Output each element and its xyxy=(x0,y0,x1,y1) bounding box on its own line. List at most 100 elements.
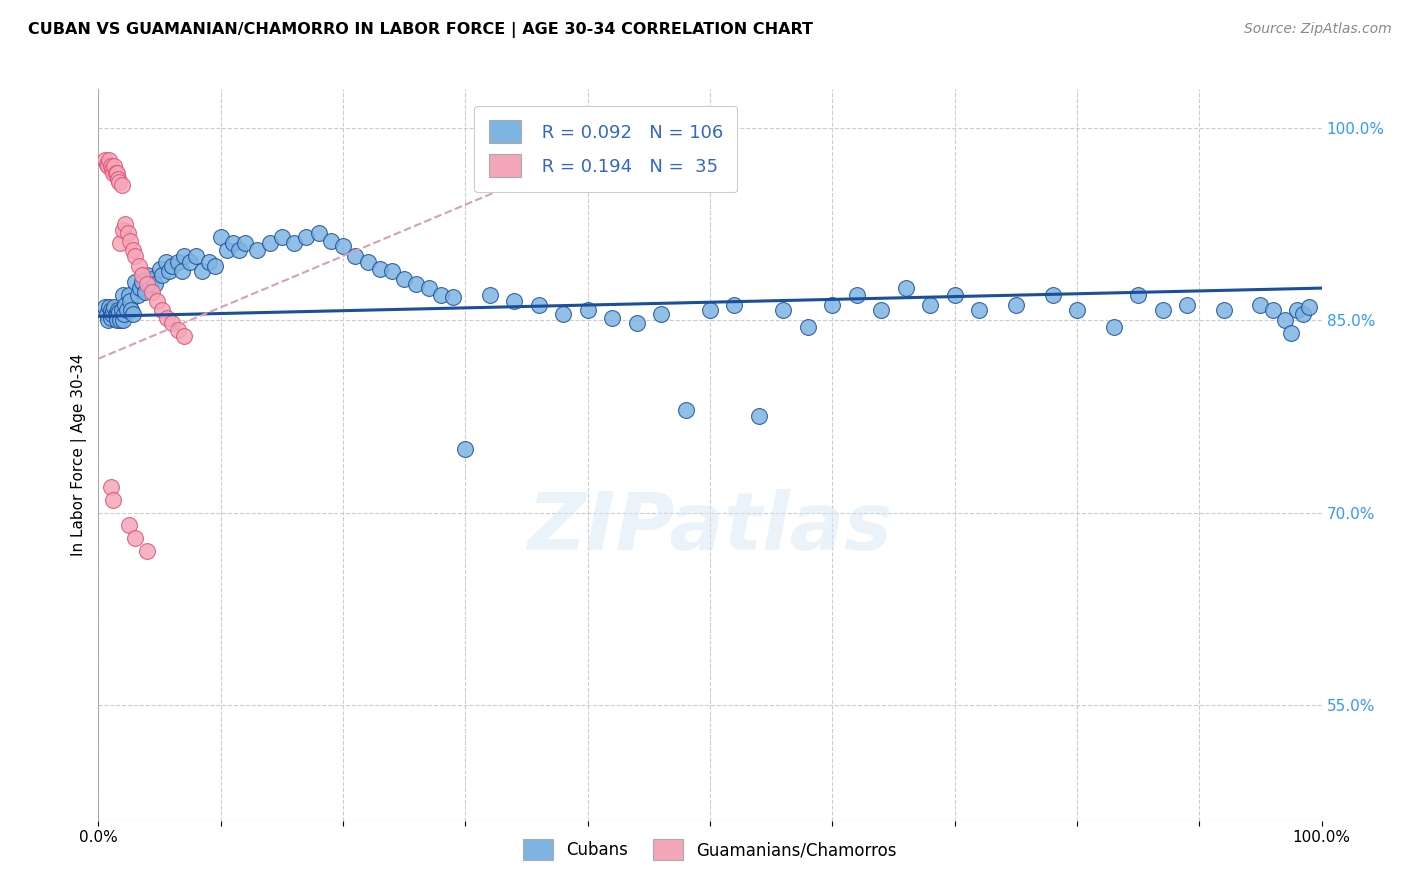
Point xyxy=(105,313,128,327)
Point xyxy=(136,277,159,292)
Point xyxy=(128,260,150,274)
Point xyxy=(103,301,125,315)
Point xyxy=(101,492,124,507)
Point xyxy=(157,264,180,278)
Point xyxy=(270,229,294,244)
Point xyxy=(1004,298,1026,312)
Point xyxy=(101,307,124,321)
Point xyxy=(392,272,416,286)
Point xyxy=(650,307,672,321)
Point xyxy=(527,298,550,312)
Point xyxy=(104,307,127,321)
Point xyxy=(441,290,464,304)
Point xyxy=(967,302,990,317)
Point xyxy=(1279,326,1302,340)
Point xyxy=(146,293,169,308)
Point xyxy=(356,255,378,269)
Point xyxy=(943,287,966,301)
Point xyxy=(553,307,575,321)
Point xyxy=(96,156,118,170)
Point xyxy=(111,313,134,327)
Point xyxy=(150,302,173,317)
Point xyxy=(114,217,136,231)
Point xyxy=(870,302,893,317)
Y-axis label: In Labor Force | Age 30-34: In Labor Force | Age 30-34 xyxy=(72,353,87,557)
Point xyxy=(111,302,134,317)
Point xyxy=(626,316,648,330)
Point xyxy=(124,249,146,263)
Point xyxy=(283,236,305,251)
Point xyxy=(204,260,226,274)
Point xyxy=(141,285,163,299)
Point xyxy=(675,403,697,417)
Point xyxy=(1286,302,1309,317)
Point xyxy=(173,249,195,263)
Point xyxy=(124,275,146,289)
Point xyxy=(478,287,501,301)
Point xyxy=(600,310,623,325)
Point xyxy=(112,307,135,321)
Point xyxy=(920,298,942,312)
Point xyxy=(368,261,391,276)
Point xyxy=(107,302,129,317)
Point xyxy=(120,234,142,248)
Text: ZIPatlas: ZIPatlas xyxy=(527,489,893,567)
Point xyxy=(1066,302,1088,317)
Point xyxy=(108,175,131,189)
Point xyxy=(1298,301,1320,315)
Point xyxy=(405,277,427,292)
Point xyxy=(191,264,214,278)
Point xyxy=(576,302,599,317)
Point xyxy=(108,305,131,319)
Point xyxy=(1128,287,1150,301)
Point xyxy=(111,287,134,301)
Point xyxy=(141,272,163,286)
Point xyxy=(160,316,183,330)
Point xyxy=(110,313,132,327)
Point xyxy=(845,287,868,301)
Point xyxy=(104,166,127,180)
Point xyxy=(503,293,526,308)
Point xyxy=(319,234,342,248)
Point xyxy=(110,236,132,251)
Point xyxy=(97,159,120,173)
Text: CUBAN VS GUAMANIAN/CHAMORRO IN LABOR FORCE | AGE 30-34 CORRELATION CHART: CUBAN VS GUAMANIAN/CHAMORRO IN LABOR FOR… xyxy=(28,22,813,38)
Point xyxy=(143,277,166,292)
Point xyxy=(149,261,172,276)
Point xyxy=(100,302,122,317)
Point xyxy=(134,285,156,299)
Point xyxy=(748,409,770,424)
Point xyxy=(129,281,152,295)
Point xyxy=(101,304,124,318)
Point xyxy=(111,178,134,193)
Point xyxy=(124,532,146,546)
Point xyxy=(186,249,208,263)
Point xyxy=(246,243,269,257)
Point xyxy=(233,236,256,251)
Point xyxy=(222,236,245,251)
Point xyxy=(167,255,190,269)
Point xyxy=(103,159,125,173)
Point xyxy=(215,243,238,257)
Point xyxy=(100,310,122,325)
Point xyxy=(121,307,143,321)
Point xyxy=(131,268,153,283)
Point xyxy=(381,264,404,278)
Point xyxy=(209,229,232,244)
Point xyxy=(1152,302,1174,317)
Point xyxy=(101,166,124,180)
Point xyxy=(120,302,142,317)
Point xyxy=(105,166,128,180)
Point xyxy=(160,260,183,274)
Point xyxy=(344,249,367,263)
Point xyxy=(98,301,121,315)
Point xyxy=(454,442,477,456)
Point xyxy=(118,287,141,301)
Point xyxy=(131,275,153,289)
Point xyxy=(139,277,162,292)
Point xyxy=(111,223,134,237)
Point xyxy=(699,302,721,317)
Point xyxy=(430,287,453,301)
Point xyxy=(894,281,917,295)
Point xyxy=(228,243,250,257)
